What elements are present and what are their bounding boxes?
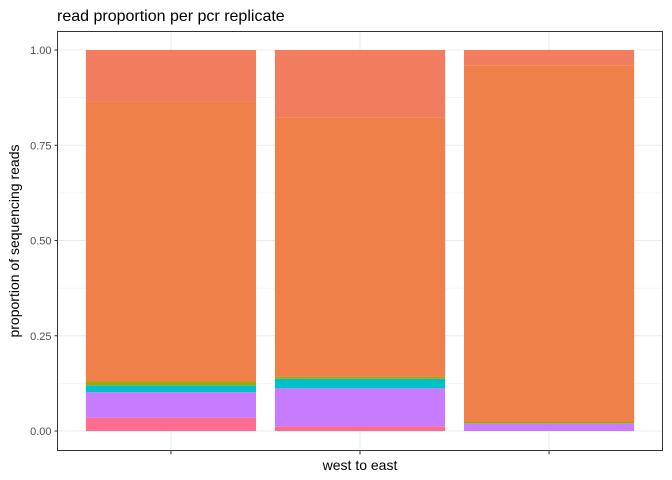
bar-segment-1-6 [85,50,257,102]
y-tick-label: 0.75 [30,140,51,152]
bar-segment-3-6 [463,50,635,66]
bar-segment-1-2 [85,392,257,418]
bar-segment-2-4 [274,376,446,379]
x-axis [170,450,550,455]
y-tick-label: 0.25 [30,331,51,343]
y-tick-label: 0.00 [30,426,51,438]
y-tick-label: 0.50 [30,236,51,248]
bar-segment-2-1 [274,426,446,431]
y-axis: 0.00 0.25 0.50 0.75 1.00 [30,45,58,438]
bar-segment-1-4 [85,381,257,386]
bar-segment-3-5 [463,65,635,422]
chart-title: read proportion per pcr replicate [57,8,285,25]
bar-segment-1-5 [85,101,257,382]
bar-segment-2-5 [274,117,446,377]
bar-stacks [85,50,635,431]
x-axis-title: west to east [322,457,398,473]
y-tick-label: 1.00 [30,45,51,57]
bar-segment-3-4 [463,421,635,424]
y-axis-title: proportion of sequencing reads [6,144,22,337]
bar-segment-2-6 [274,50,446,118]
bar-segment-1-3 [85,385,257,393]
bar-segment-2-3 [274,378,446,389]
bar-segment-3-2 [463,423,635,431]
bar-segment-1-1 [85,417,257,431]
bar-segment-2-2 [274,388,446,427]
